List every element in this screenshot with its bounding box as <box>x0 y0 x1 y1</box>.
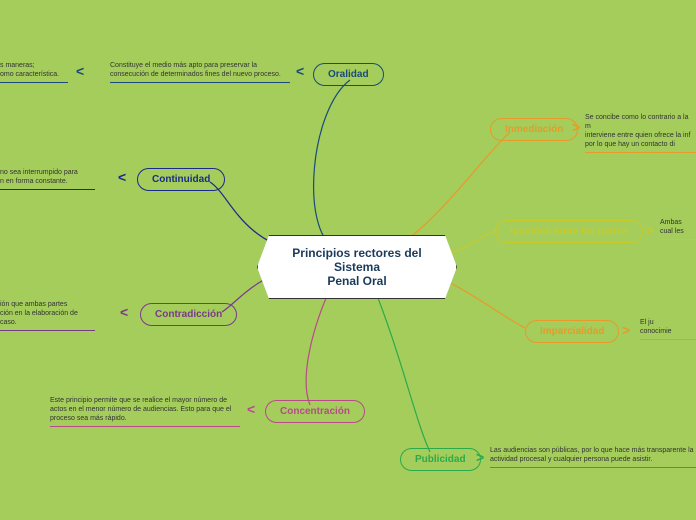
desc-publicidad: Las audiencias son públicas, por lo que … <box>490 446 696 468</box>
center-label: Principios rectores del SistemaPenal Ora… <box>292 246 421 288</box>
branch-igualdad[interactable]: Igualdad entre las partes <box>495 220 643 243</box>
chevron-concentracion: < <box>247 402 255 416</box>
branch-publicidad[interactable]: Publicidad <box>400 448 481 471</box>
chevron-igualdad: > <box>646 223 654 237</box>
desc-inmediacion: Se concibe como lo contrario a la minter… <box>585 113 696 153</box>
chevron-oralidad: < <box>296 64 304 78</box>
desc-imparcialidad: El juconocimie <box>640 318 696 340</box>
chevron2-oralidad: < <box>76 64 84 78</box>
center-node: Principios rectores del SistemaPenal Ora… <box>257 235 457 299</box>
chevron-contradiccion: < <box>120 305 128 319</box>
chevron-inmediacion: > <box>572 120 580 134</box>
desc-concentracion: Este principio permite que se realice el… <box>50 396 240 427</box>
branch-oralidad[interactable]: Oralidad <box>313 63 384 86</box>
chevron-continuidad: < <box>118 170 126 184</box>
desc-continuidad: no sea interrumpido paran en forma const… <box>0 168 95 190</box>
desc-contradiccion: ión que ambas partesción en la elaboraci… <box>0 300 95 331</box>
branch-concentracion[interactable]: Concentración <box>265 400 365 423</box>
desc-igualdad: Ambascual les <box>660 218 696 240</box>
chevron-imparcialidad: > <box>622 323 630 337</box>
branch-imparcialidad[interactable]: Imparcialidad <box>525 320 619 343</box>
branch-contradiccion[interactable]: Contradicción <box>140 303 237 326</box>
branch-inmediacion[interactable]: Inmediación <box>490 118 578 141</box>
branch-continuidad[interactable]: Continuidad <box>137 168 225 191</box>
chevron-publicidad: > <box>476 450 484 464</box>
desc2-oralidad: s maneras;omo característica. <box>0 61 68 83</box>
desc-oralidad: Constituye el medio más apto para preser… <box>110 61 290 83</box>
